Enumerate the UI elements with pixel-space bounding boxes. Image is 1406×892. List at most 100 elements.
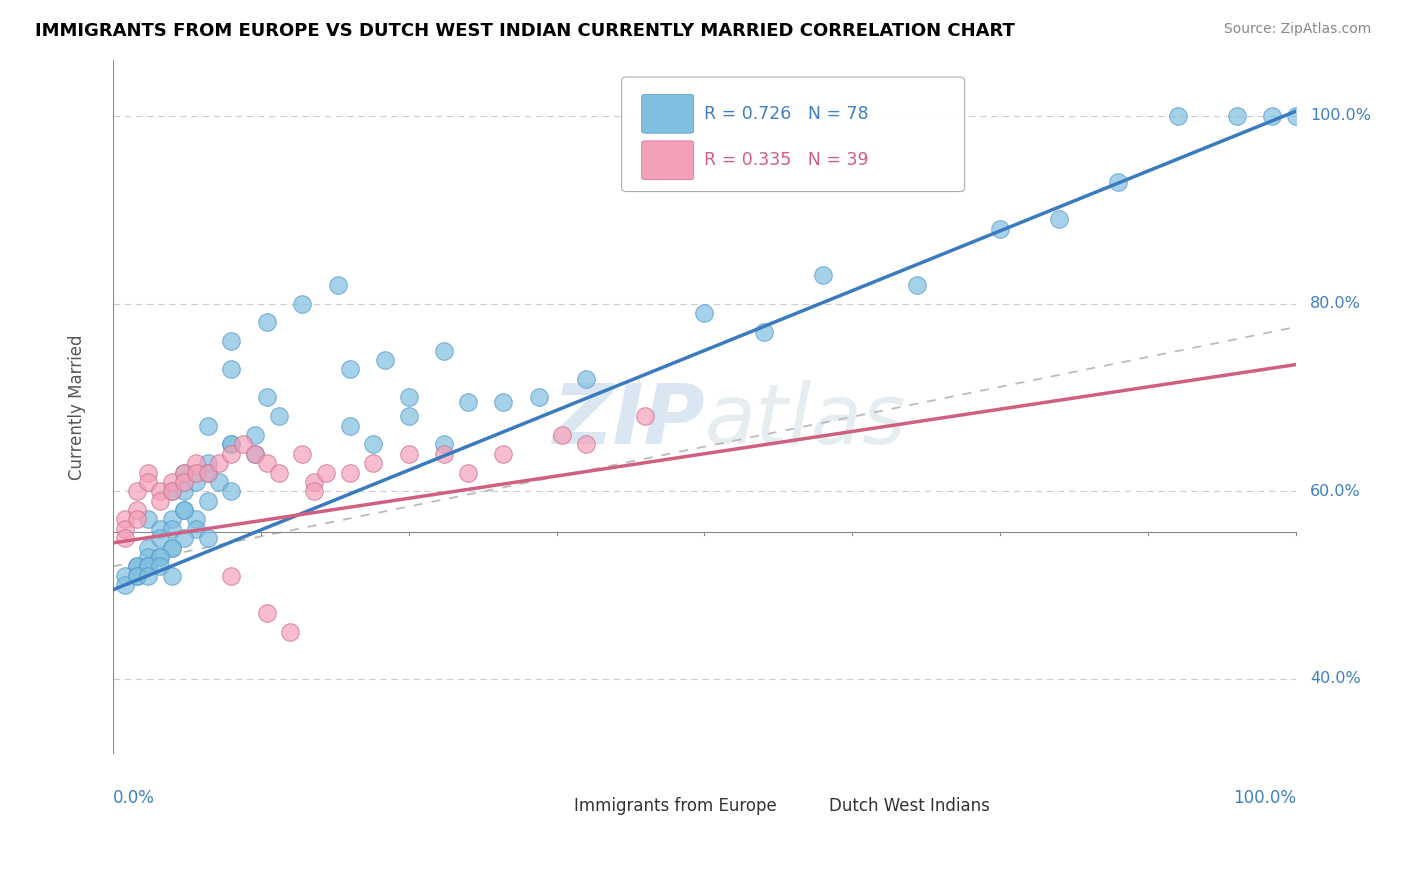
Point [243,447,266,461]
Point [280,625,302,640]
Point [208,475,231,489]
Point [291,447,314,461]
Text: Currently Married: Currently Married [69,334,86,480]
Point [398,391,420,405]
Point [1285,109,1308,123]
Point [398,447,420,461]
Point [173,466,195,480]
Point [173,484,195,499]
Point [149,522,172,536]
Point [125,484,148,499]
Point [149,549,172,564]
Text: 80.0%: 80.0% [1310,296,1361,311]
Point [197,456,219,470]
Text: 40.0%: 40.0% [1310,672,1361,687]
Text: 60.0%: 60.0% [1310,483,1361,499]
Point [988,221,1011,235]
Point [197,466,219,480]
Point [138,466,160,480]
FancyBboxPatch shape [641,95,693,133]
FancyBboxPatch shape [536,791,572,820]
Point [219,484,242,499]
Point [811,268,834,283]
Point [1261,109,1284,123]
Point [160,522,183,536]
Point [173,466,195,480]
FancyBboxPatch shape [790,791,827,820]
Point [433,343,456,358]
Point [339,362,361,376]
Point [160,541,183,555]
Point [302,475,325,489]
Point [160,484,183,499]
Point [256,456,278,470]
Point [184,512,207,526]
Text: 100.0%: 100.0% [1233,789,1296,806]
Point [219,362,242,376]
Point [138,512,160,526]
Point [184,475,207,489]
Point [173,475,195,489]
Point [114,531,136,545]
Point [457,395,479,409]
Point [232,437,254,451]
FancyBboxPatch shape [621,77,965,192]
Point [315,466,337,480]
Point [160,475,183,489]
FancyBboxPatch shape [641,141,693,180]
Point [1167,109,1189,123]
Point [173,503,195,517]
Point [138,559,160,574]
Text: Source: ZipAtlas.com: Source: ZipAtlas.com [1223,22,1371,37]
Point [267,409,290,424]
Point [149,531,172,545]
Point [492,395,515,409]
Point [149,549,172,564]
Point [114,522,136,536]
Point [184,466,207,480]
Point [149,559,172,574]
Point [256,391,278,405]
Point [197,531,219,545]
Text: ZIP: ZIP [551,380,704,461]
Point [361,456,384,470]
Point [492,447,515,461]
Point [634,409,657,424]
Text: Immigrants from Europe: Immigrants from Europe [574,797,778,815]
Point [1107,175,1129,189]
Point [267,466,290,480]
Text: 100.0%: 100.0% [1310,109,1371,123]
Point [219,447,242,461]
Point [433,447,456,461]
Point [457,466,479,480]
Point [114,512,136,526]
Point [551,428,574,442]
Point [339,418,361,433]
Text: IMMIGRANTS FROM EUROPE VS DUTCH WEST INDIAN CURRENTLY MARRIED CORRELATION CHART: IMMIGRANTS FROM EUROPE VS DUTCH WEST IND… [35,22,1015,40]
Point [243,428,266,442]
Text: Dutch West Indians: Dutch West Indians [828,797,990,815]
Point [125,568,148,582]
Point [149,484,172,499]
Point [219,568,242,582]
Text: 0.0%: 0.0% [112,789,155,806]
Point [160,484,183,499]
Point [197,466,219,480]
Point [197,493,219,508]
Point [575,372,598,386]
Point [184,522,207,536]
Point [219,437,242,451]
Point [693,306,716,320]
Point [125,503,148,517]
Point [256,315,278,329]
Point [138,568,160,582]
Point [302,484,325,499]
Point [752,325,775,339]
Point [184,456,207,470]
Point [160,512,183,526]
Point [138,559,160,574]
Point [114,568,136,582]
Point [433,437,456,451]
Point [149,493,172,508]
Point [160,568,183,582]
